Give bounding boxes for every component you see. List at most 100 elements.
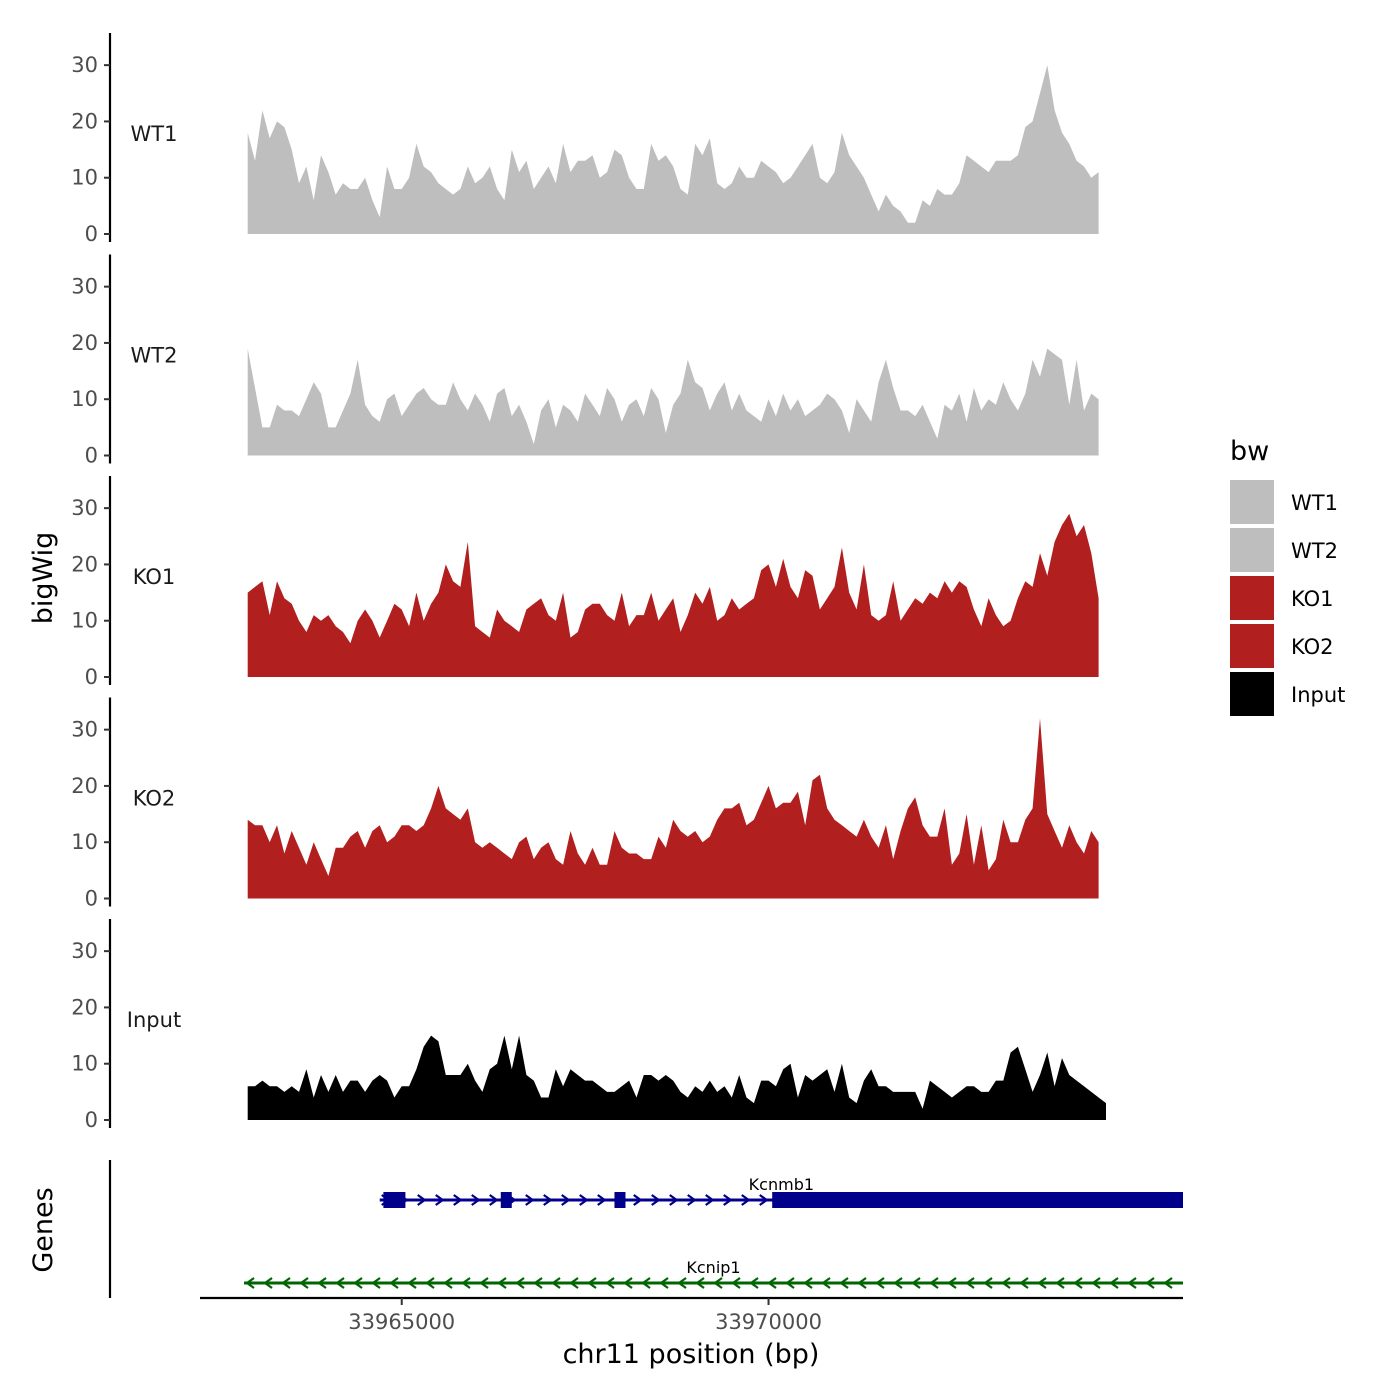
- x-axis-title: chr11 position (bp): [563, 1339, 820, 1370]
- y-tick-label: 10: [71, 387, 98, 411]
- strand-arrow: [983, 1277, 993, 1289]
- strand-arrow: [839, 1277, 849, 1289]
- genes-track: Kcnmb1 Kcnip1: [108, 1160, 1183, 1298]
- strand-arrow: [659, 1277, 669, 1289]
- strand-arrow: [669, 1194, 679, 1206]
- gene-model-kcnip1: Kcnip1: [244, 1258, 1183, 1289]
- legend-swatch-ko2: [1230, 624, 1274, 668]
- strand-arrow: [587, 1277, 597, 1289]
- strand-arrow: [1055, 1277, 1065, 1289]
- strand-arrow: [947, 1277, 957, 1289]
- strand-arrow: [1163, 1277, 1173, 1289]
- strand-arrow: [597, 1194, 607, 1206]
- x-tick-label: 33970000: [715, 1310, 822, 1334]
- strand-arrow: [605, 1277, 615, 1289]
- y-tick-label: 30: [71, 275, 98, 299]
- gene-exon: [772, 1192, 1183, 1208]
- strand-arrow: [767, 1277, 777, 1289]
- strand-arrow: [821, 1277, 831, 1289]
- strand-arrow: [687, 1194, 697, 1206]
- strand-arrow: [533, 1277, 543, 1289]
- strand-arrow: [695, 1277, 705, 1289]
- y-tick-label: 30: [71, 718, 98, 742]
- track-label: WT1: [131, 122, 178, 146]
- x-tick-label: 33965000: [348, 1310, 455, 1334]
- legend-label-ko1: KO1: [1291, 587, 1334, 611]
- legend-label-input: Input: [1291, 683, 1345, 707]
- y-axis-title: bigWig: [28, 532, 59, 625]
- y-tick-label: 10: [71, 166, 98, 190]
- strand-arrow: [471, 1194, 481, 1206]
- coverage-area-ko1: [247, 513, 1099, 677]
- legend-label-ko2: KO2: [1291, 635, 1334, 659]
- strand-arrow: [543, 1194, 553, 1206]
- y-tick-label: 20: [71, 774, 98, 798]
- strand-arrow: [335, 1277, 345, 1289]
- strand-arrow: [633, 1194, 643, 1206]
- strand-arrow: [389, 1277, 399, 1289]
- legend-swatch-input: [1230, 672, 1274, 716]
- strand-arrow: [353, 1277, 363, 1289]
- y-tick-label: 0: [85, 222, 98, 246]
- y-tick-label: 30: [71, 496, 98, 520]
- gene-model-kcnmb1: Kcnmb1: [379, 1175, 1183, 1208]
- y-tick-label: 10: [71, 1052, 98, 1076]
- coverage-area-ko2: [247, 718, 1099, 899]
- strand-arrow: [497, 1277, 507, 1289]
- gene-exon: [614, 1192, 626, 1208]
- strand-arrow: [579, 1194, 589, 1206]
- track-panel-wt1: 0 10 20 30 WT1: [71, 33, 1099, 246]
- strand-arrow: [1019, 1277, 1029, 1289]
- strand-arrow: [1127, 1277, 1137, 1289]
- y-tick-label: 0: [85, 665, 98, 689]
- x-axis-ticks: 33965000 33970000: [348, 1298, 822, 1334]
- y-tick-label: 20: [71, 552, 98, 576]
- y-tick-label: 0: [85, 887, 98, 911]
- strand-arrow: [407, 1277, 417, 1289]
- strand-arrow: [371, 1277, 381, 1289]
- strand-arrow: [677, 1277, 687, 1289]
- coverage-area-input: [247, 1035, 1106, 1120]
- y-tick-label: 0: [85, 444, 98, 468]
- strand-arrow: [911, 1277, 921, 1289]
- strand-arrow: [281, 1277, 291, 1289]
- strand-arrow: [435, 1194, 445, 1206]
- strand-arrow: [1109, 1277, 1119, 1289]
- strand-arrow: [417, 1194, 427, 1206]
- strand-arrow: [1091, 1277, 1101, 1289]
- y-tick-label: 30: [71, 53, 98, 77]
- strand-arrow: [425, 1277, 435, 1289]
- y-tick-label: 10: [71, 609, 98, 633]
- strand-arrow: [443, 1277, 453, 1289]
- strand-arrow: [759, 1194, 769, 1206]
- strand-arrow: [299, 1277, 309, 1289]
- strand-arrow: [551, 1277, 561, 1289]
- strand-arrow: [929, 1277, 939, 1289]
- strand-arrow: [1073, 1277, 1083, 1289]
- track-panel-ko1: 0 10 20 30 KO1: [71, 476, 1099, 689]
- tracks-layer: 0 10 20 30 WT1 0 10 20 30 WT2 0 10 20 30 KO1 0 10 20 30 KO2…: [71, 33, 1106, 1132]
- strand-arrow: [749, 1277, 759, 1289]
- legend-label-wt2: WT2: [1291, 539, 1338, 563]
- gene-name-label: Kcnip1: [686, 1258, 740, 1277]
- strand-arrow: [731, 1277, 741, 1289]
- strand-arrow: [479, 1277, 489, 1289]
- track-label: KO1: [133, 565, 176, 589]
- strand-arrow: [623, 1277, 633, 1289]
- strand-arrow: [803, 1277, 813, 1289]
- strand-arrow: [741, 1194, 751, 1206]
- track-panel-wt2: 0 10 20 30 WT2: [71, 254, 1099, 468]
- legend-label-wt1: WT1: [1291, 491, 1338, 515]
- track-panel-input: 0 10 20 30 Input: [71, 919, 1106, 1132]
- y-tick-label: 20: [71, 331, 98, 355]
- coverage-area-wt2: [247, 348, 1099, 456]
- legend: bw WT1 WT2 KO1 KO2 Input: [1230, 436, 1345, 716]
- strand-arrow: [893, 1277, 903, 1289]
- track-label: KO2: [133, 787, 176, 811]
- strand-arrow: [875, 1277, 885, 1289]
- strand-arrow: [245, 1277, 255, 1289]
- strand-arrow: [569, 1277, 579, 1289]
- strand-arrow: [965, 1277, 975, 1289]
- strand-arrow: [651, 1194, 661, 1206]
